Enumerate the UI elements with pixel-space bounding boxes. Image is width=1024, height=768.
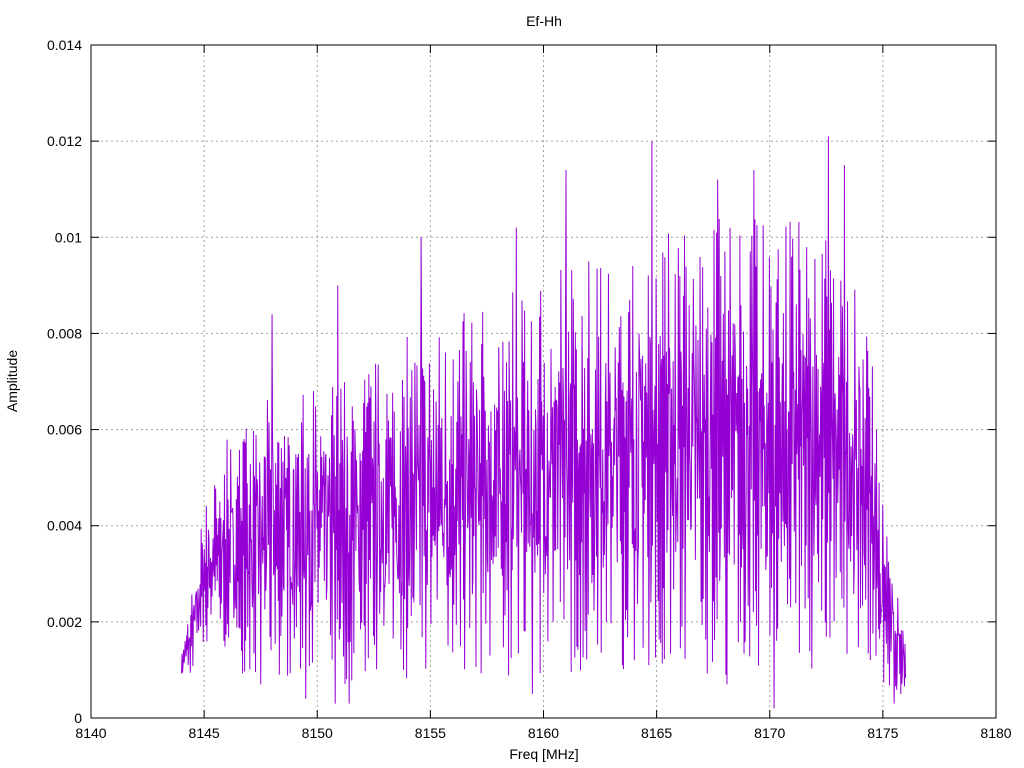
x-tick-label: 8175 (867, 725, 898, 741)
y-tick-label: 0.01 (55, 229, 82, 245)
y-axis-label: Amplitude (4, 350, 20, 412)
ticks: 8140 8145 8150 8155 8160 8165 8170 8175 8180 0 0.0… (47, 37, 1012, 741)
y-tick-label: 0.014 (47, 37, 82, 53)
x-tick-label: 8155 (415, 725, 446, 741)
series-layer (181, 136, 906, 709)
x-tick-label: 8170 (754, 725, 785, 741)
x-tick-label: 8165 (641, 725, 672, 741)
x-tick-label: 8140 (75, 725, 106, 741)
chart-title: Ef-Hh (526, 13, 562, 29)
y-tick-label: 0 (74, 710, 82, 726)
y-tick-label: 0.008 (47, 325, 82, 341)
x-tick-label: 8150 (302, 725, 333, 741)
y-tick-label: 0.002 (47, 614, 82, 630)
x-tick-label: 8180 (980, 725, 1011, 741)
x-axis-label: Freq [MHz] (509, 746, 578, 762)
y-tick-label: 0.012 (47, 133, 82, 149)
y-tick-label: 0.004 (47, 518, 82, 534)
series-line (181, 136, 906, 709)
x-tick-label: 8145 (189, 725, 220, 741)
x-tick-label: 8160 (528, 725, 559, 741)
y-tick-label: 0.006 (47, 422, 82, 438)
